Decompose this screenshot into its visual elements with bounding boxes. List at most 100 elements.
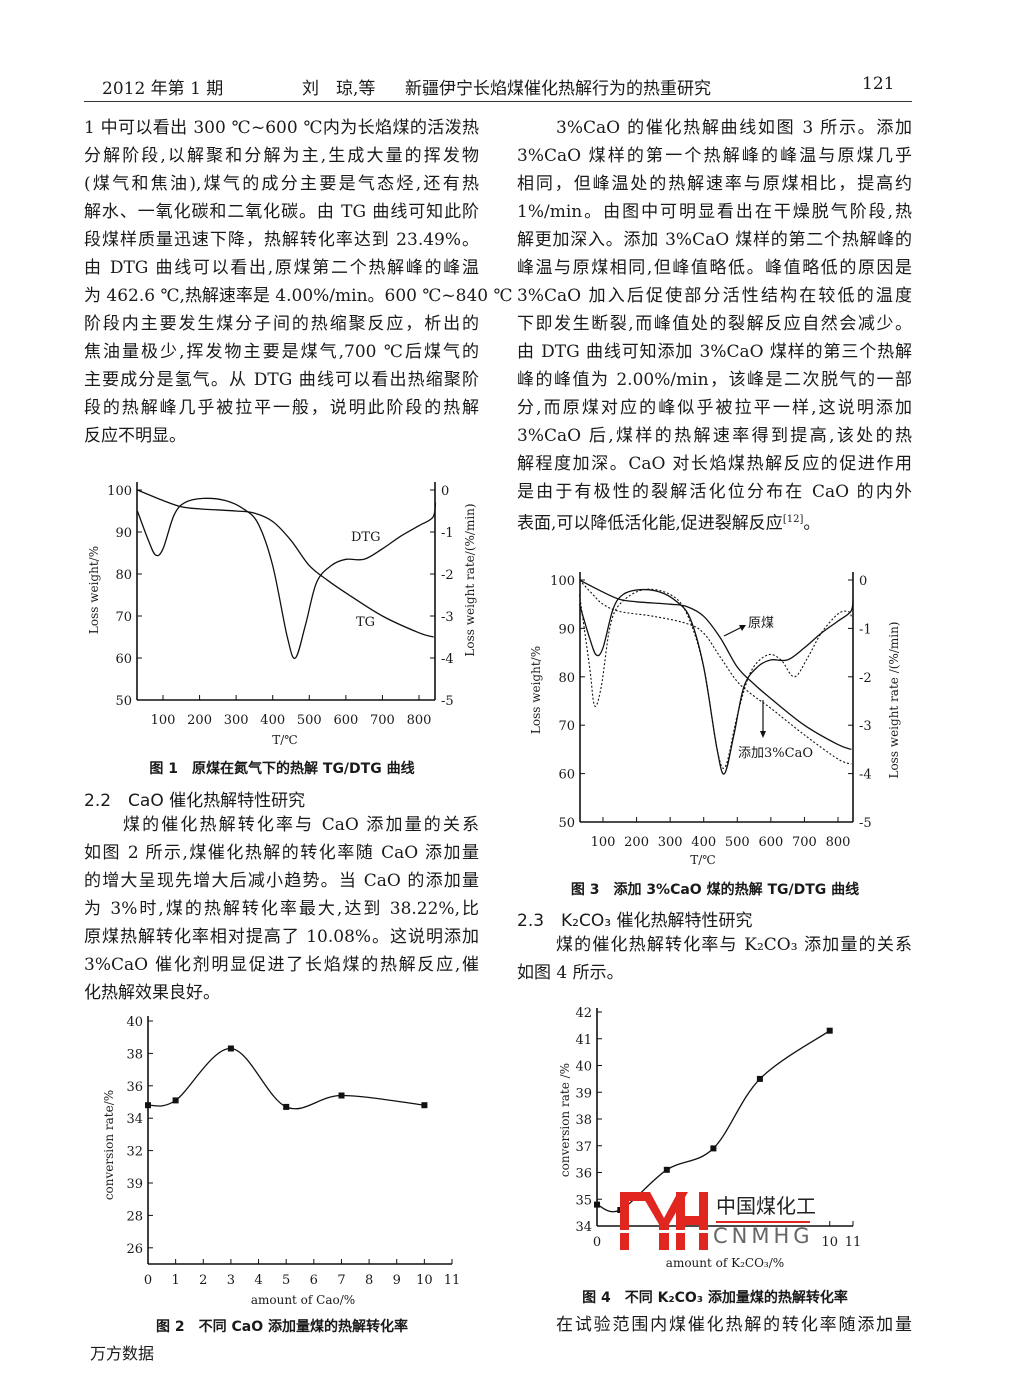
right-paragraph-1-last: 表面,可以降低活化能,促进裂解反应[12]。 (517, 506, 912, 534)
x-tick-label: 800 (407, 713, 432, 728)
data-point (172, 1097, 179, 1104)
series-line-2 (579, 579, 852, 765)
y2-tick-label: -4 (859, 768, 872, 783)
text-line: 3%CaO 后,煤样的热解速率得到提高,该处的热 (517, 426, 912, 446)
y-axis-label: conversion rate/% (102, 1090, 116, 1200)
y2-tick-label: -5 (441, 694, 454, 709)
text-line: 阶段内主要发生煤分子间的热缩聚反应，析出的 (84, 314, 479, 334)
series-line-0 (579, 579, 852, 751)
data-point (710, 1145, 717, 1152)
x-tick-label: 3 (227, 1273, 235, 1288)
y2-tick-label: -2 (441, 568, 454, 583)
text-line: 分解阶段,以解聚和分解为主,生成大量的挥发物 (84, 146, 479, 166)
x-tick-label: 700 (792, 835, 817, 850)
x-tick-label: 11 (444, 1273, 461, 1288)
text-line: 相同，但峰温处的热解速率与原煤相比，提高约 (517, 174, 912, 194)
text-line: 化热解效果良好。 (84, 983, 220, 1003)
y-tick-label: 32 (126, 1145, 143, 1160)
y-axis-label: conversion rate /% (558, 1063, 572, 1177)
x-tick-label: 0 (144, 1273, 152, 1288)
figure-2-caption: 图 2 不同 CaO 添加量煤的热解转化率 (156, 1319, 408, 1335)
section-2-2-heading: 2.2 CaO 催化热解特性研究 (84, 791, 306, 811)
data-point (594, 1201, 600, 1208)
text-line: 焦油量极少,挥发物主要是煤气,700 ℃后煤气的 (84, 342, 479, 362)
cnmhg-logo-mark (620, 1192, 710, 1250)
y-axis-label: Loss weight/% (529, 646, 543, 734)
section-2-3-heading: 2.3 K₂CO₃ 催化热解特性研究 (517, 911, 753, 931)
x-tick-label: 8 (365, 1273, 373, 1288)
x-tick-label: 300 (224, 713, 249, 728)
data-point (283, 1103, 290, 1110)
text-line: 解程度加深。CaO 对长焰煤热解反应的促进作用 (517, 454, 912, 474)
x-axis-label: amount of Cao/% (251, 1293, 355, 1307)
figure-3-caption: 图 3 添加 3%CaO 煤的热解 TG/DTG 曲线 (570, 882, 860, 898)
x-tick-label: 5 (282, 1273, 290, 1288)
x-tick-label: 200 (624, 835, 649, 850)
text-line: 分,而原煤对应的峰似乎被拉平一样,这说明添加 (517, 398, 912, 418)
figure-1-caption: 图 1 原煤在氮气下的热解 TG/DTG 曲线 (149, 761, 415, 777)
x-tick-label: 1 (171, 1273, 179, 1288)
y2-tick-label: 0 (441, 484, 449, 499)
text-line: 的增大呈现先增大后减小趋势。当 CaO 的添加量 (84, 871, 479, 891)
y-tick-label: 37 (575, 1140, 592, 1155)
text-line: 1%/min。由图中可明显看出在干燥脱气阶段,热 (517, 202, 912, 222)
text-line: 解水、一氧化碳和二氧化碳。由 TG 曲线可知此阶 (84, 202, 479, 222)
x-tick-label: 600 (333, 713, 358, 728)
x-tick-label: 400 (260, 713, 285, 728)
y-tick-label: 41 (575, 1033, 592, 1048)
y-tick-label: 50 (558, 816, 575, 831)
curve-label: 原煤 (748, 616, 774, 631)
y2-tick-label: -3 (859, 719, 872, 734)
data-point (338, 1092, 345, 1099)
arrowhead (760, 731, 766, 738)
y2-tick-label: -3 (441, 610, 454, 625)
text-line: 为 3%时,煤的热解转化率最大,达到 38.22%,比 (84, 899, 479, 919)
y-tick-label: 26 (126, 1242, 143, 1257)
figure-4-caption: 图 4 不同 K₂CO₃ 添加量煤的热解转化率 (582, 1290, 848, 1306)
text-line: 煤的催化热解转化率与 K₂CO₃ 添加量的关系 (556, 935, 912, 955)
watermark-text-en: CNMHG (713, 1224, 814, 1248)
header-rule (84, 101, 912, 102)
series-line-0 (137, 489, 434, 638)
y-tick-label: 42 (575, 1006, 592, 1021)
y-tick-label: 50 (115, 694, 132, 709)
page-number: 121 (862, 74, 895, 94)
text-line: 在试验范围内煤催化热解的转化率随添加量 (556, 1315, 912, 1335)
y-tick-label: 36 (126, 1080, 143, 1095)
x-tick-label: 400 (691, 835, 716, 850)
x-tick-label: 7 (337, 1273, 345, 1288)
text-line: 3%CaO 加入后促使部分活性结构在较低的温度 (517, 286, 912, 306)
x-axis-label: T/℃ (690, 853, 715, 867)
data-point (145, 1102, 151, 1109)
y-tick-label: 80 (558, 671, 575, 686)
x-tick-label: 10 (821, 1235, 838, 1250)
y2-tick-label: -2 (859, 671, 872, 686)
text-line: 由 DTG 曲线可以看出,原煤第二个热解峰的峰温 (84, 258, 479, 278)
citation[interactable]: [12] (782, 514, 804, 525)
x-tick-label: 6 (310, 1273, 318, 1288)
y2-tick-label: -1 (859, 622, 872, 637)
y-tick-label: 40 (575, 1060, 592, 1075)
y2-axis-label: Loss weight rate/(%/min) (463, 503, 477, 656)
y-tick-label: 38 (126, 1047, 143, 1062)
x-axis-label: amount of K₂CO₃/% (666, 1256, 784, 1270)
x-tick-label: 500 (297, 713, 322, 728)
x-axis-label: T/℃ (272, 733, 297, 747)
left-paragraph-2: 煤的催化热解转化率与 CaO 添加量的关系 如图 2 所示,煤催化热解的转化率随 … (84, 811, 479, 1007)
curve-label: 添加3%CaO (738, 746, 813, 761)
source-watermark: 万方数据 (90, 1344, 155, 1363)
arrowhead (739, 625, 746, 631)
right-paragraph-2: 煤的催化热解转化率与 K₂CO₃ 添加量的关系 如图 4 所示。 (517, 931, 912, 987)
y-tick-label: 60 (115, 652, 132, 667)
x-tick-label: 9 (393, 1273, 401, 1288)
x-tick-label: 10 (416, 1273, 433, 1288)
y-tick-label: 90 (115, 526, 132, 541)
text-line: 反应不明显。 (84, 426, 186, 446)
text-line: 是由于有极性的裂解活化位分布在 CaO 的内外 (517, 482, 912, 502)
y-tick-label: 80 (115, 568, 132, 583)
data-point (756, 1075, 763, 1082)
x-tick-label: 500 (725, 835, 750, 850)
authors: 刘 琼,等 (302, 79, 376, 99)
curve-label: TG (356, 615, 375, 630)
